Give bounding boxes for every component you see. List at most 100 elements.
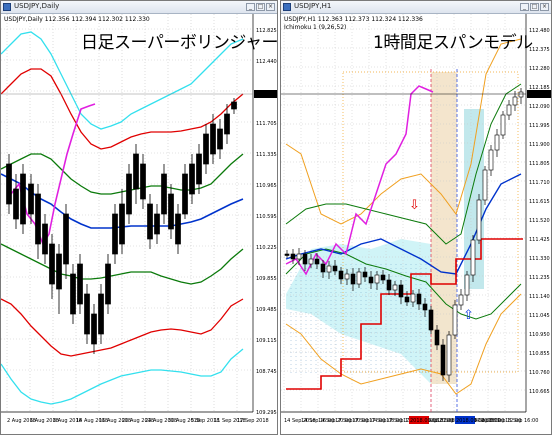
- price-tick-label: 110.965: [256, 183, 277, 189]
- candle-body: [494, 134, 500, 151]
- candle-body: [332, 265, 338, 272]
- price-tick-label: 110.950: [529, 332, 550, 338]
- price-tick-label: 111.425: [529, 237, 550, 243]
- candle-body: [356, 271, 362, 285]
- time-tick-label: 6 Aug 2018: [30, 418, 59, 424]
- price-tick-label: 111.900: [529, 142, 550, 148]
- price-tick-label: 112.440: [256, 59, 277, 65]
- hourly-chart-titlebar[interactable]: USDJPY,H1 _ □ ×: [281, 1, 551, 14]
- candle-body: [482, 169, 488, 201]
- price-tick-label: 111.330: [529, 256, 550, 262]
- daily-chart-window[interactable]: USDJPY,Daily _ □ × 112.330 112.825 112.440…: [0, 0, 278, 435]
- time-tick-label: 17 Sep 20:00: [420, 418, 453, 424]
- candle-body: [70, 273, 76, 315]
- current-price-value: 112.336: [529, 92, 550, 98]
- chart-window-icon: [283, 3, 291, 11]
- time-tick-label: 5 Sep 2018: [191, 418, 220, 424]
- price-tick-label: 112.075: [256, 90, 277, 96]
- candle-body: [458, 294, 464, 306]
- candle-body: [231, 101, 237, 110]
- time-tick-label: 14 Aug 2018: [76, 418, 108, 424]
- price-tick-label: 111.615: [529, 199, 550, 205]
- sell-signal-arrow: ⇩: [409, 198, 420, 213]
- price-tick-label: 111.045: [529, 313, 550, 319]
- minimize-button[interactable]: _: [520, 3, 529, 11]
- current-price-value: 112.330: [256, 92, 277, 98]
- candle-body: [182, 173, 188, 215]
- price-tick-label: 112.185: [529, 85, 550, 91]
- candle-body: [344, 273, 350, 280]
- price-tick-label: 110.225: [256, 245, 277, 251]
- time-highlight-box: [455, 416, 475, 424]
- close-button[interactable]: ×: [540, 3, 549, 11]
- candle-body: [296, 253, 302, 260]
- candle-body: [350, 273, 356, 285]
- candle-body: [126, 173, 132, 215]
- candle-body: [175, 213, 181, 245]
- candle-body: [105, 263, 111, 305]
- candle-body: [112, 213, 118, 255]
- candle-body: [56, 253, 62, 290]
- time-tick-label: 17 Sep 04:00: [352, 418, 385, 424]
- price-tick-label: 110.665: [529, 389, 550, 395]
- lower-band-green: [285, 248, 522, 320]
- candle-body: [368, 276, 374, 284]
- range-box: [342, 71, 519, 373]
- candle-body: [84, 293, 90, 335]
- time-tick-label: 17 Sep 12:00: [386, 418, 419, 424]
- time-tick-label: 11 Sep 2018: [214, 418, 246, 424]
- time-tick-label: 16 Aug 2018: [99, 418, 131, 424]
- candle-body: [488, 149, 494, 171]
- candle-body: [512, 96, 518, 106]
- maximize-button[interactable]: □: [530, 3, 539, 11]
- close-button[interactable]: ×: [266, 3, 275, 11]
- candle-body: [189, 163, 195, 195]
- current-price-tag: [527, 90, 551, 98]
- candle-body: [410, 293, 416, 303]
- candle-body: [452, 304, 458, 336]
- candle-body: [398, 284, 404, 298]
- maximize-button[interactable]: □: [256, 3, 265, 11]
- price-tick-label: 111.520: [529, 218, 550, 224]
- time-highlight-label: 2018.09.18 08:00: [456, 418, 501, 424]
- candle-body: [326, 265, 332, 273]
- minimize-button[interactable]: _: [246, 3, 255, 11]
- support-step-line: [286, 238, 523, 390]
- price-tick-label: 111.140: [529, 294, 550, 300]
- lagging-span-line: [10, 103, 96, 246]
- time-tick-label: 2 Aug 2018: [7, 418, 36, 424]
- candle-body: [140, 163, 146, 200]
- time-tick-label: 8 Aug 2018: [53, 418, 82, 424]
- candle-body: [6, 163, 12, 205]
- hourly-chart-indicator-info: Ichimoku 1 (9,26,52): [284, 24, 347, 31]
- price-tick-label: 111.235: [529, 275, 550, 281]
- daily-chart-canvas[interactable]: 112.330 112.825 112.440 112.075 111.705 111.3…: [1, 14, 278, 435]
- time-tick-label: 14 Sep 20:00: [318, 418, 351, 424]
- price-tick-label: 112.825: [256, 28, 277, 34]
- price-tick-label: 108.745: [256, 369, 277, 375]
- price-tick-label: 111.805: [529, 161, 550, 167]
- candle-body: [203, 133, 209, 165]
- daily-chart-headline: 日足スーパーボリンジャー: [81, 33, 278, 53]
- candle-body: [154, 213, 160, 235]
- hourly-chart-window[interactable]: USDJPY,H1 _ □ × ⇩ ⇧ 112.336 112.480 112.375 1…: [280, 0, 552, 435]
- candle-body: [147, 203, 153, 240]
- candle-body: [434, 329, 440, 346]
- price-tick-label: 112.280: [529, 66, 550, 72]
- daily-chart-title: USDJPY,Daily: [14, 2, 60, 10]
- candle-body: [119, 203, 125, 245]
- hourly-chart-info: USDJPY,H1 112.363 112.373 112.324 112.33…: [284, 16, 423, 23]
- time-tick-label: 14 Sep 2018: [284, 418, 316, 424]
- hourly-chart-headline: 1時間足スパンモデル: [373, 33, 533, 53]
- candle-body: [42, 223, 48, 255]
- candle-body: [476, 199, 482, 241]
- candle-body: [464, 274, 470, 296]
- lower-band-orange: [285, 293, 522, 395]
- price-tick-label: 110.855: [529, 351, 550, 357]
- candle-body: [49, 243, 55, 285]
- candle-body: [308, 258, 314, 265]
- daily-chart-titlebar[interactable]: USDJPY,Daily _ □ ×: [1, 1, 277, 14]
- candle-body: [217, 128, 223, 150]
- hourly-chart-canvas[interactable]: ⇩ ⇧ 112.336 112.480 112.375 112.280 112.185 112…: [281, 14, 552, 435]
- candle-body: [290, 253, 296, 260]
